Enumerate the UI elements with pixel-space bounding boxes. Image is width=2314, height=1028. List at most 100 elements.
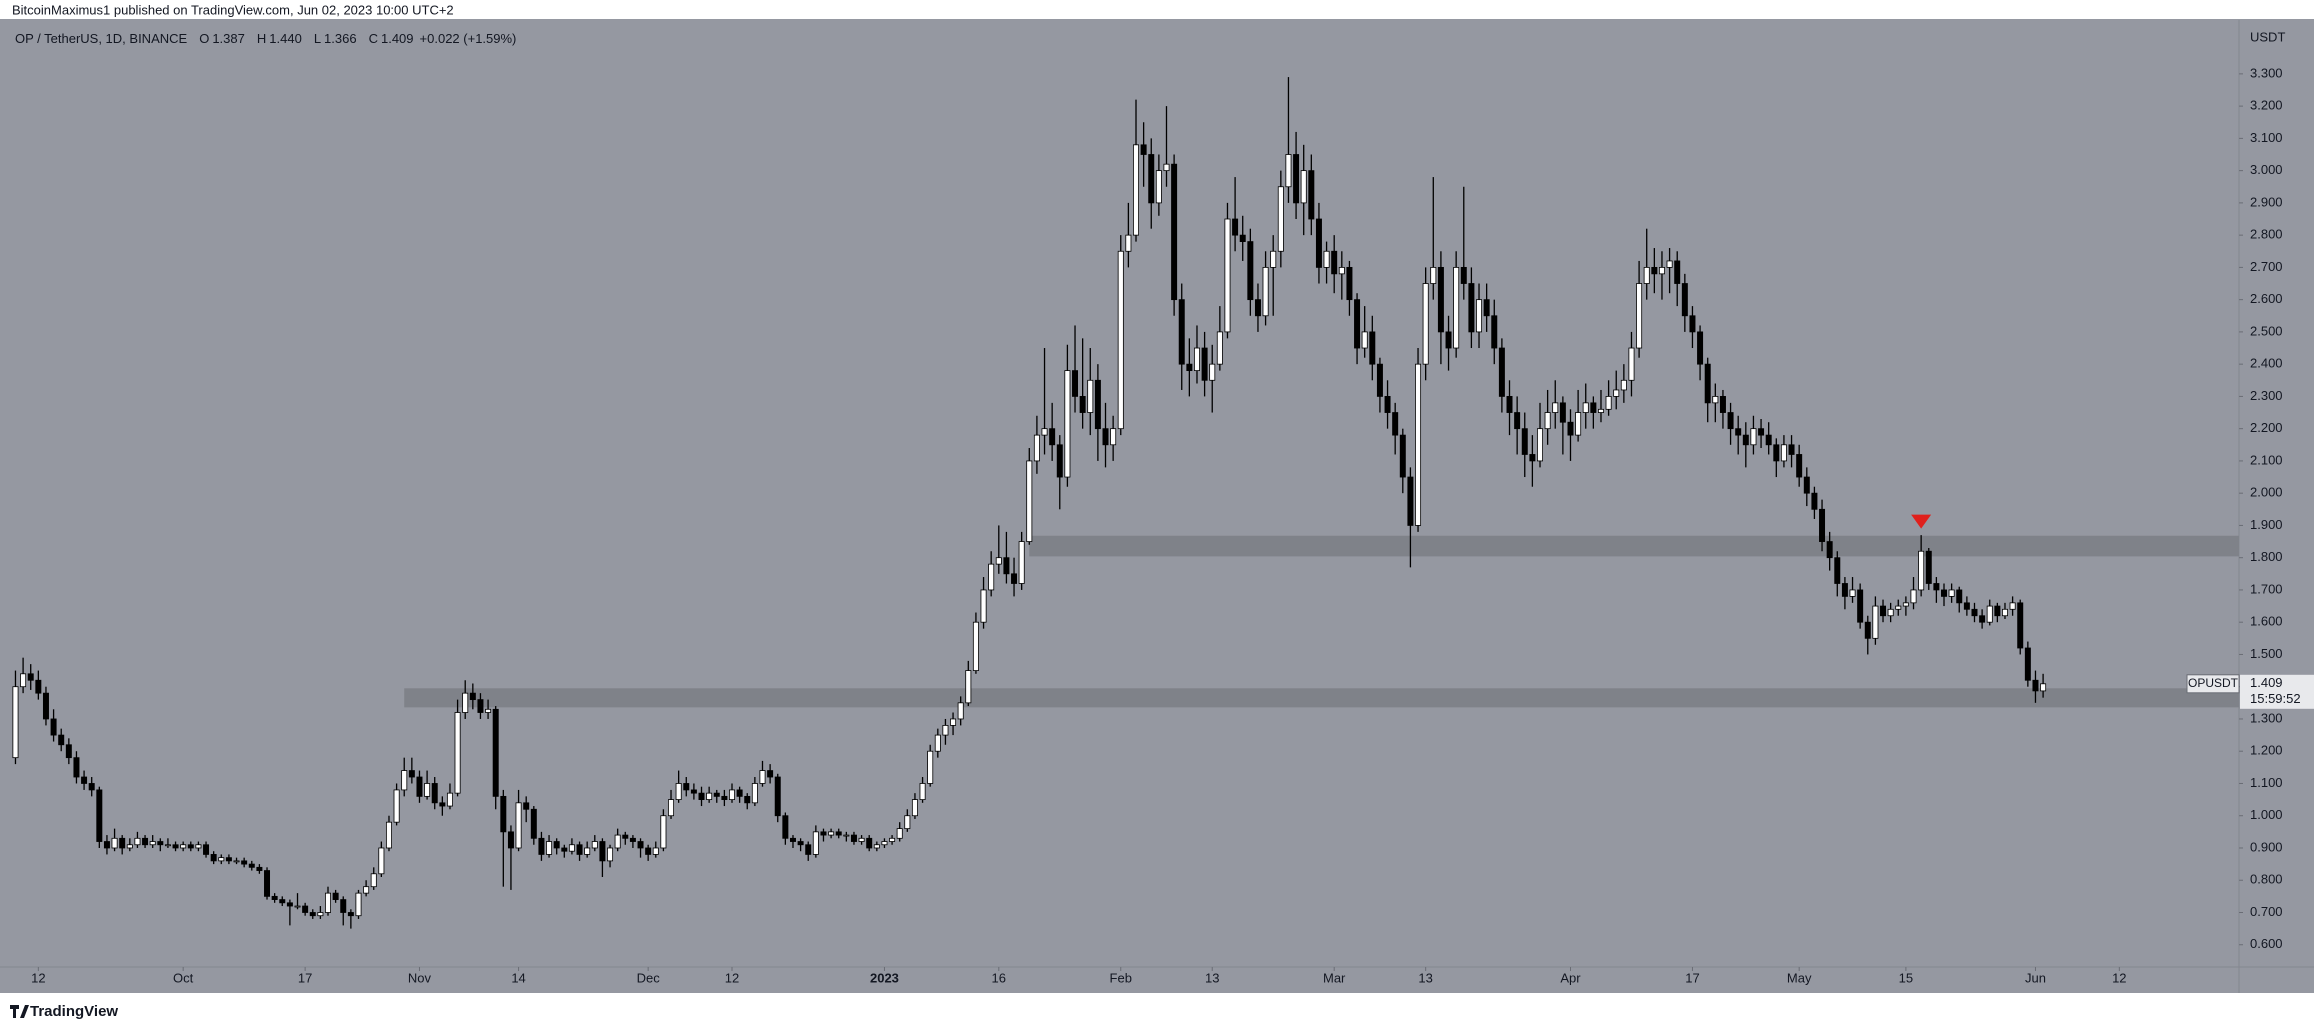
candle-body	[523, 802, 530, 810]
candle-body	[370, 873, 377, 888]
x-tick-label: 2023	[870, 970, 899, 985]
candle-body	[1407, 476, 1414, 526]
candle-body	[568, 844, 575, 852]
candle-body	[1750, 428, 1757, 446]
candle-body	[1819, 508, 1826, 542]
candle-body	[1033, 434, 1040, 462]
candle-body	[767, 770, 774, 778]
candle-body	[332, 892, 339, 900]
candle-body	[1270, 250, 1277, 268]
x-tick-label: Oct	[173, 970, 194, 985]
candle-body	[1262, 266, 1269, 317]
candle-body	[820, 831, 827, 836]
candle-body	[713, 792, 720, 797]
candle-body	[302, 905, 309, 913]
candle-body	[515, 802, 522, 849]
candle-body	[241, 860, 248, 865]
candle-body	[789, 837, 796, 842]
candle-body	[1521, 428, 1528, 455]
candle-body	[1079, 396, 1086, 413]
candle-body	[896, 828, 903, 839]
candle-body	[782, 815, 789, 839]
plot-area	[12, 77, 2239, 929]
candle-body	[835, 831, 842, 836]
candle-body	[1056, 444, 1063, 478]
candle-body	[1209, 363, 1216, 381]
candle-body	[1514, 412, 1521, 430]
candle-body	[1803, 476, 1810, 494]
candle-body	[721, 795, 728, 800]
candle-body	[1254, 299, 1261, 317]
candle-body	[1826, 541, 1833, 559]
y-tick-label: 2.200	[2250, 420, 2283, 435]
candle-body	[950, 718, 957, 726]
candle-body	[1315, 218, 1322, 268]
candle-body	[828, 831, 835, 836]
candle-body	[614, 834, 621, 849]
candle-body	[317, 912, 324, 917]
candle-body	[1361, 331, 1368, 349]
candle-body	[492, 708, 499, 797]
candle-body	[500, 795, 507, 833]
y-tick-label: 2.900	[2250, 194, 2283, 209]
y-tick-label: 1.000	[2250, 807, 2283, 822]
candle-body	[645, 847, 652, 855]
candle-body	[81, 776, 88, 784]
y-tick-label: 1.600	[2250, 614, 2283, 629]
candle-body	[1201, 347, 1208, 381]
y-tick-label: 2.500	[2250, 323, 2283, 338]
candle-body	[1178, 299, 1185, 365]
candle-body	[172, 844, 179, 849]
candle-body	[1437, 266, 1444, 333]
candle-body	[1636, 283, 1643, 349]
candle-body	[363, 886, 370, 894]
candle-body	[1003, 557, 1010, 575]
candle-body	[1956, 589, 1963, 604]
candle-body	[164, 844, 171, 847]
candle-body	[1841, 583, 1848, 597]
candle-body	[774, 776, 781, 817]
candle-body	[1216, 331, 1223, 365]
candle-body	[942, 725, 949, 736]
candle-body	[1354, 299, 1361, 349]
candle-body	[850, 834, 857, 842]
candle-body	[446, 792, 453, 807]
candle-body	[751, 783, 758, 804]
candle-body	[88, 783, 95, 791]
candle-body	[889, 837, 896, 842]
candle-body	[469, 692, 476, 701]
candle-body	[1727, 412, 1734, 430]
candle-body	[294, 905, 301, 908]
candle-body	[972, 621, 979, 671]
candle-body	[1331, 250, 1338, 275]
candle-body	[1918, 550, 1925, 591]
candle-body	[477, 699, 484, 713]
candle-body	[1148, 154, 1155, 204]
candle-body	[668, 799, 675, 817]
y-tick-label: 2.700	[2250, 259, 2283, 274]
candle-body	[1125, 234, 1132, 252]
candle-body	[279, 899, 286, 904]
candle-body	[1171, 163, 1178, 301]
candle-body	[149, 841, 156, 846]
y-tick-label: 0.800	[2250, 872, 2283, 887]
candle-body	[1491, 315, 1498, 349]
candle-body	[553, 841, 560, 849]
candle-body	[1628, 347, 1635, 381]
candle-body	[1910, 589, 1917, 604]
y-tick-label: 0.600	[2250, 936, 2283, 951]
candle-body	[35, 679, 42, 694]
signal-marker	[1911, 514, 1932, 529]
symbol-label: OPUSDT	[2188, 676, 2239, 690]
candle-body	[385, 821, 392, 849]
candle-body	[736, 789, 743, 797]
header-key: H	[257, 31, 266, 46]
candle-body	[1293, 154, 1300, 204]
y-tick-label: 1.200	[2250, 743, 2283, 758]
y-tick-label: 2.800	[2250, 227, 2283, 242]
candle-body	[340, 899, 347, 913]
x-tick-label: Dec	[637, 970, 661, 985]
candle-body	[584, 847, 591, 855]
candle-body	[439, 802, 446, 807]
candle-body	[1788, 444, 1795, 455]
